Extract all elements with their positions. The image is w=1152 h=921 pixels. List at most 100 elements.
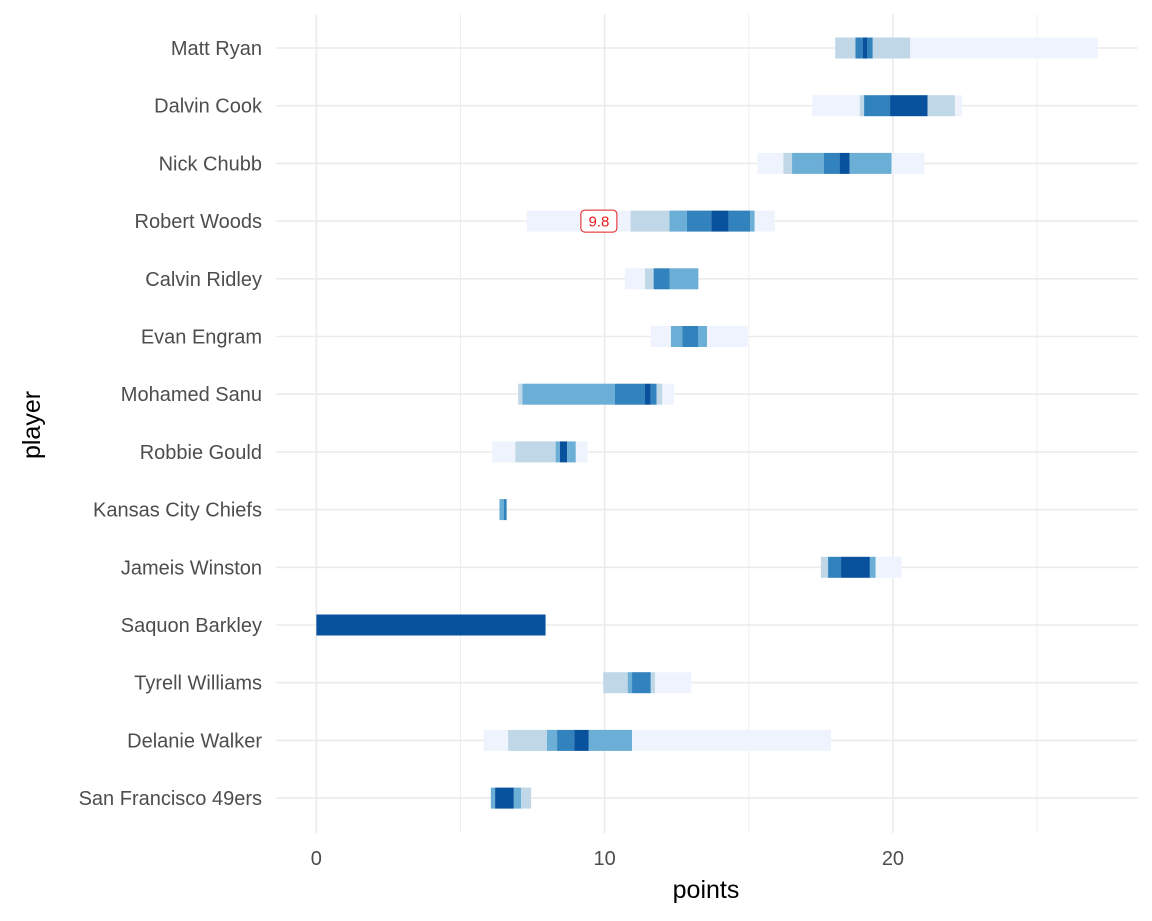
bar-segment: [855, 37, 863, 59]
bar-segment: [557, 729, 575, 751]
bar-segment: [750, 210, 755, 232]
player-row: [624, 268, 699, 290]
bar-segment: [624, 268, 646, 290]
bar-segment: [546, 729, 558, 751]
y-axis-labels: Matt Ryan Dalvin Cook Nick Chubb Robert Woo…: [79, 38, 263, 810]
bar-segment: [575, 441, 588, 463]
bar-segment: [495, 787, 514, 809]
bar-segment: [869, 556, 876, 578]
bar-segment: [754, 210, 775, 232]
player-row: [526, 210, 775, 232]
bar-segment: [574, 729, 589, 751]
player-row: [835, 37, 1098, 59]
bar-segment: [650, 326, 671, 347]
player-row: [492, 441, 588, 463]
bar-segment: [910, 37, 1098, 59]
bar-segment: [783, 152, 793, 174]
y-axis-title: player: [18, 391, 46, 459]
bar-segment: [632, 729, 831, 751]
bar-segment: [662, 383, 674, 405]
bar-segment: [630, 210, 670, 232]
y-tick-label: Delanie Walker: [127, 730, 262, 752]
bar-segment: [954, 95, 963, 117]
bar-segment: [627, 672, 633, 694]
bar-segment: [559, 441, 568, 463]
bar-segment: [862, 37, 868, 59]
player-row: [518, 383, 674, 405]
y-tick-label: Jameis Winston: [121, 557, 262, 579]
bar-segment: [316, 614, 546, 636]
bar-segment: [653, 268, 670, 290]
bar-segment: [614, 383, 646, 405]
bar-segment: [686, 210, 712, 232]
y-tick-label: Evan Engram: [141, 327, 262, 349]
player-row: [490, 787, 532, 809]
bar-segment: [841, 556, 870, 578]
bar-segment: [522, 383, 615, 405]
bar-segment: [650, 672, 656, 694]
bar-segment: [503, 499, 507, 521]
bar-segment: [669, 268, 699, 290]
bar-segment: [698, 326, 707, 347]
player-row: [812, 95, 963, 117]
player-row: [483, 729, 831, 751]
bar-segment: [728, 210, 751, 232]
bar-segment: [682, 326, 699, 347]
bar-segment: [656, 383, 663, 405]
bar-segment: [835, 37, 856, 59]
x-axis-labels: 0 10 20: [311, 848, 904, 870]
bar-segment: [670, 326, 683, 347]
y-tick-label: Saquon Barkley: [121, 615, 262, 637]
bar-segment: [872, 37, 911, 59]
bar-segment: [508, 729, 547, 751]
y-tick-label: Matt Ryan: [171, 38, 262, 60]
y-tick-label: Mohamed Sanu: [121, 384, 262, 406]
bar-segment: [839, 152, 850, 174]
x-tick-label: 10: [594, 848, 616, 870]
bar-segment: [859, 95, 865, 117]
player-row: [603, 672, 692, 694]
bar-segment: [515, 441, 556, 463]
bar-segment: [864, 95, 891, 117]
bar-segment: [632, 672, 651, 694]
y-tick-label: Calvin Ridley: [145, 269, 262, 291]
player-row: [316, 614, 546, 636]
y-tick-label: Kansas City Chiefs: [93, 500, 262, 522]
player-row: [820, 556, 902, 578]
bar-segment: [567, 441, 576, 463]
y-tick-label: San Francisco 49ers: [79, 788, 262, 810]
bar-segment: [792, 152, 824, 174]
player-row: [650, 326, 748, 347]
bar-segment: [875, 556, 902, 578]
bar-segment: [588, 729, 633, 751]
y-tick-label: Nick Chubb: [159, 153, 262, 175]
player-row: [757, 152, 925, 174]
bar-segment: [645, 268, 654, 290]
annotation-box: [580, 209, 618, 233]
bar-segment: [823, 152, 840, 174]
annotation-group: 9.8: [580, 209, 618, 233]
bar-segment: [518, 383, 523, 405]
bars: [316, 37, 1098, 809]
y-tick-label: Robbie Gould: [140, 442, 262, 464]
bar-segment: [492, 441, 516, 463]
bar-segment: [603, 672, 628, 694]
annotation-label: 9.8: [588, 214, 609, 231]
x-axis-title: points: [673, 876, 740, 904]
bar-segment: [757, 152, 784, 174]
player-row: [499, 499, 507, 521]
x-tick-label: 20: [882, 848, 904, 870]
bar-segment: [650, 383, 657, 405]
bar-segment: [499, 499, 504, 521]
bar-segment: [812, 95, 860, 117]
bar-segment: [849, 152, 892, 174]
bar-segment: [645, 383, 651, 405]
bar-segment: [669, 210, 687, 232]
gridlines: [276, 14, 1138, 833]
bar-segment: [555, 441, 560, 463]
bar-segment: [828, 556, 842, 578]
bar-segment: [483, 729, 509, 751]
bar-segment: [891, 152, 925, 174]
bar-segment: [711, 210, 729, 232]
